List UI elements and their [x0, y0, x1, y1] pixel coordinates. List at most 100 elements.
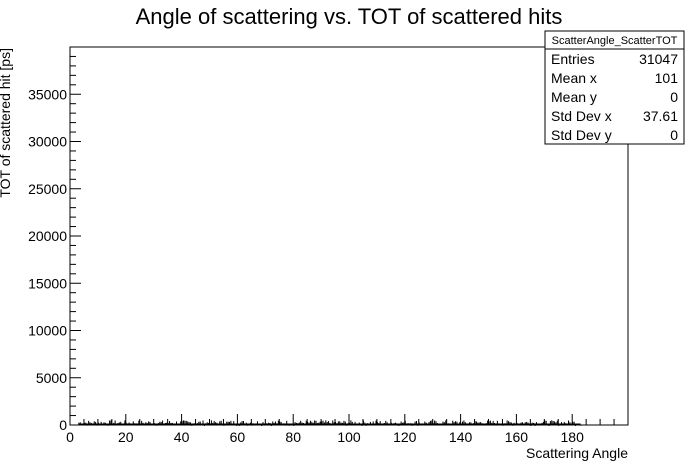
data-point [431, 420, 433, 425]
data-point [551, 420, 553, 425]
data-point [277, 420, 279, 425]
data-point [305, 420, 307, 425]
data-point [332, 420, 334, 425]
data-point [429, 420, 431, 425]
x-tick-label: 160 [505, 429, 529, 445]
data-point [88, 420, 90, 425]
data-point [385, 420, 387, 425]
y-tick-label: 35000 [28, 86, 67, 102]
data-point [286, 420, 288, 425]
data-point [568, 420, 570, 425]
data-point [375, 420, 377, 425]
data-point [328, 421, 330, 425]
data-point [210, 420, 212, 425]
data-point [182, 420, 184, 425]
stats-row-value: 0 [670, 127, 678, 143]
data-point [442, 421, 444, 425]
data-point [545, 420, 547, 425]
data-point [325, 420, 327, 425]
data-point [321, 421, 323, 425]
x-tick-label: 100 [337, 429, 361, 445]
data-point [309, 420, 311, 425]
y-tick-label: 0 [59, 417, 67, 433]
data-point [280, 421, 282, 425]
data-point [95, 421, 97, 425]
y-axis: 0 5000 10000 15000 20000 25000 30000 35000 [28, 55, 81, 433]
data-point [275, 421, 277, 425]
data-point [326, 421, 328, 425]
data-point [110, 420, 112, 425]
data-point [335, 421, 337, 425]
stats-row-label: Mean x [551, 70, 597, 86]
data-point [227, 421, 229, 425]
data-point [404, 420, 406, 425]
stats-box-title: ScatterAngle_ScatterTOT [552, 35, 678, 47]
data-point [315, 420, 317, 425]
data-point [526, 421, 528, 425]
data-point [474, 421, 476, 425]
stats-box: ScatterAngle_ScatterTOT Entries 31047 Mean … [544, 30, 685, 145]
data-point [414, 421, 416, 425]
data-point [554, 421, 556, 425]
data-point [199, 421, 201, 425]
data-point [114, 420, 116, 425]
data-point [185, 420, 187, 425]
data-point [379, 421, 381, 425]
data-point [148, 421, 150, 425]
data-point [461, 421, 463, 425]
data-point [220, 420, 222, 425]
data-point [573, 421, 575, 425]
data-point [132, 421, 134, 425]
data-point [452, 420, 454, 425]
data-point [184, 420, 186, 425]
x-tick-label: 80 [285, 429, 301, 445]
data-point [100, 421, 102, 425]
data-point [580, 424, 582, 426]
data-point [311, 421, 313, 425]
data-point [233, 421, 235, 425]
data-point [337, 421, 339, 425]
data-point [202, 420, 204, 425]
y-tick-label: 10000 [28, 323, 67, 339]
data-point [463, 420, 465, 425]
data-point [492, 420, 494, 425]
data-point [230, 420, 232, 425]
data-point [455, 421, 457, 425]
x-tick-label: 0 [66, 429, 74, 445]
stats-row-label: Std Dev y [551, 127, 612, 143]
data-point [138, 420, 140, 425]
data-point [198, 421, 200, 425]
stats-box-border [544, 30, 685, 145]
y-tick-label: 30000 [28, 134, 67, 150]
data-point [176, 421, 178, 425]
data-point [319, 421, 321, 425]
data-point [149, 421, 151, 425]
stats-row-value: 31047 [639, 51, 678, 67]
stats-row-value: 37.61 [643, 108, 678, 124]
x-axis-title: Scattering Angle [526, 445, 628, 461]
data-point [415, 420, 417, 425]
data-point [556, 420, 558, 425]
data-point [506, 420, 508, 425]
stats-row-label: Entries [551, 51, 595, 67]
plot-frame [69, 46, 629, 426]
y-tick-label: 25000 [28, 181, 67, 197]
data-point [169, 421, 171, 425]
data-point [475, 421, 477, 425]
data-point [279, 421, 281, 425]
data-point [226, 421, 228, 425]
data-point [307, 421, 309, 425]
data-point [445, 420, 447, 425]
data-point [188, 421, 190, 425]
data-point [300, 420, 302, 425]
x-axis: 0 20 40 60 80 100 120 140 160 180 [66, 414, 629, 445]
data-point [549, 421, 551, 425]
data-point [162, 420, 164, 425]
data-point [350, 420, 352, 425]
data-point [435, 421, 437, 425]
data-point [542, 421, 544, 425]
data-point [488, 421, 490, 425]
data-point [213, 420, 215, 425]
data-point [314, 420, 316, 425]
